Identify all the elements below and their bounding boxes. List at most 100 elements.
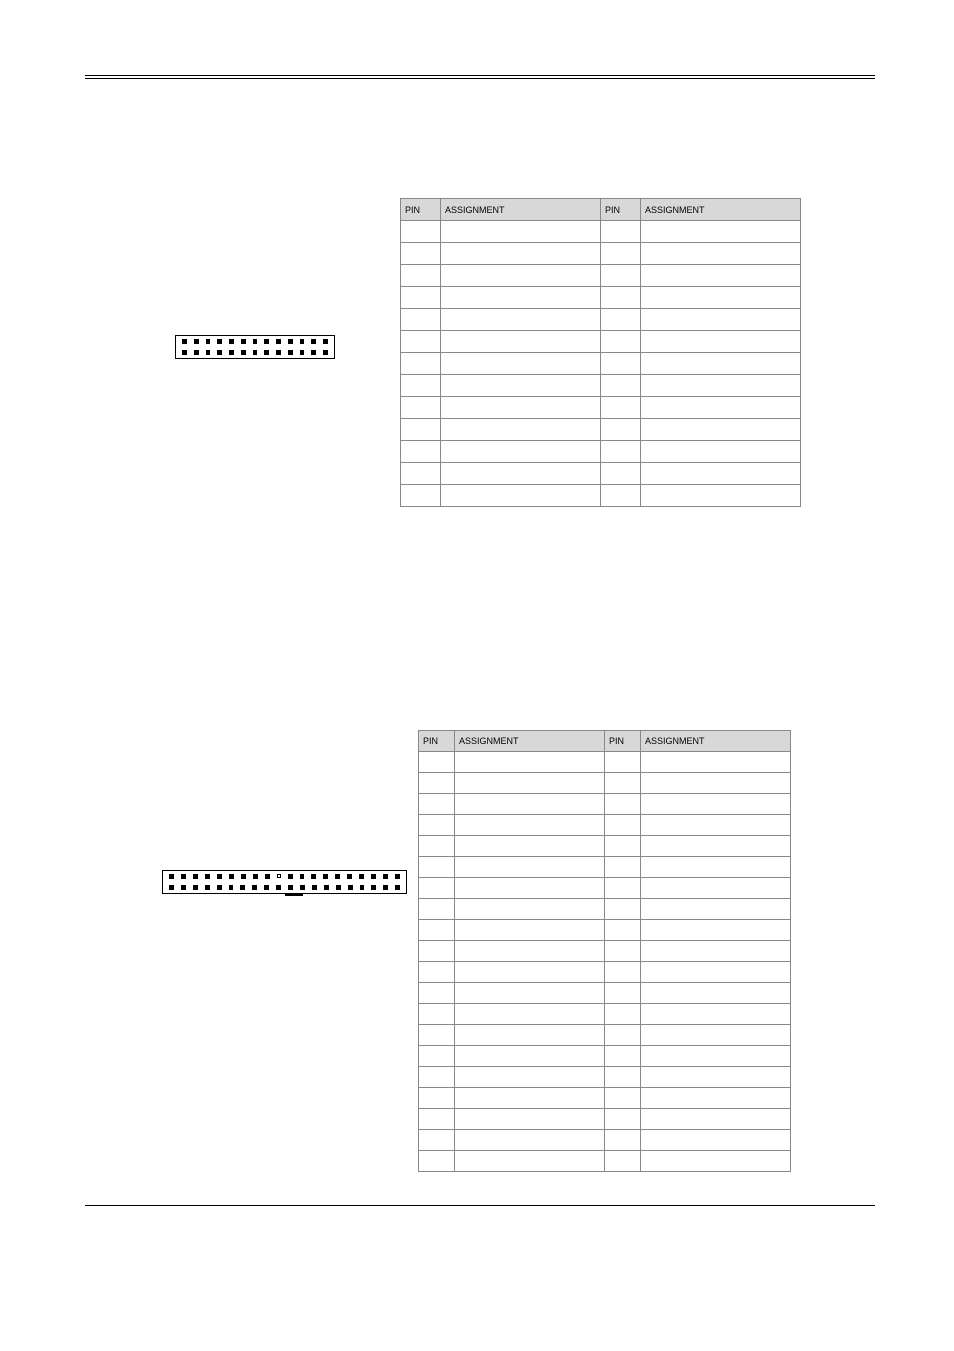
table-cell [401, 309, 441, 331]
pin [241, 350, 246, 355]
table-row [419, 899, 791, 920]
pin [300, 350, 305, 355]
table-cell [601, 309, 641, 331]
table-cell [605, 1088, 641, 1109]
pin [206, 339, 211, 344]
pin [264, 339, 269, 344]
table-cell [441, 243, 601, 265]
table-row [419, 920, 791, 941]
table-row [401, 419, 801, 441]
table-cell [601, 331, 641, 353]
table-cell [641, 485, 801, 507]
table-row [401, 375, 801, 397]
table-cell [401, 265, 441, 287]
table-cell [419, 752, 455, 773]
table-row [419, 1151, 791, 1172]
table-row [419, 1130, 791, 1151]
pin [288, 874, 293, 879]
table-cell [419, 1151, 455, 1172]
pin [229, 885, 234, 890]
table-cell [441, 463, 601, 485]
table-cell [419, 878, 455, 899]
table-cell [419, 1088, 455, 1109]
pin [323, 874, 328, 879]
table-cell [601, 243, 641, 265]
pin [241, 339, 246, 344]
pin [323, 350, 328, 355]
connector-diagram-1 [175, 335, 335, 359]
table-cell [641, 1004, 791, 1025]
table-cell [401, 331, 441, 353]
pin [347, 874, 352, 879]
pin [205, 874, 210, 879]
table-header-row: PINASSIGNMENTPINASSIGNMENT [401, 199, 801, 221]
table-cell [641, 857, 791, 878]
table-cell [401, 485, 441, 507]
table-cell [419, 941, 455, 962]
table-header-cell: PIN [401, 199, 441, 221]
pin [371, 885, 376, 890]
table-cell [601, 375, 641, 397]
table-cell [455, 962, 605, 983]
table-cell [641, 1025, 791, 1046]
connector-diagram-2 [162, 870, 407, 894]
table-row [401, 353, 801, 375]
table-row [401, 397, 801, 419]
table-cell [401, 243, 441, 265]
table-row [401, 221, 801, 243]
pin [264, 885, 269, 890]
pin [288, 350, 293, 355]
key-notch [285, 893, 303, 896]
table-row [419, 836, 791, 857]
table-cell [601, 265, 641, 287]
table-cell [401, 463, 441, 485]
table-cell [419, 1046, 455, 1067]
pin [395, 874, 400, 879]
pin [217, 885, 222, 890]
table-cell [441, 265, 601, 287]
table-cell [455, 773, 605, 794]
table-cell [605, 1067, 641, 1088]
table-cell [641, 243, 801, 265]
pin [395, 885, 400, 890]
table-row [401, 441, 801, 463]
pin [193, 885, 198, 890]
table-cell [441, 331, 601, 353]
table-cell [641, 397, 801, 419]
table-row [419, 1046, 791, 1067]
pin [169, 874, 174, 879]
pin-assignment-table-1: PINASSIGNMENTPINASSIGNMENT [400, 198, 801, 507]
table-cell [605, 815, 641, 836]
table-cell [641, 836, 791, 857]
table-cell [641, 941, 791, 962]
table-cell [419, 1004, 455, 1025]
table-row [401, 287, 801, 309]
bottom-rule [85, 1205, 875, 1206]
table-cell [401, 375, 441, 397]
pin [217, 874, 222, 879]
pin [217, 350, 222, 355]
table-cell [419, 983, 455, 1004]
pin [229, 339, 234, 344]
table-row [419, 941, 791, 962]
table-row [419, 857, 791, 878]
table-row [401, 463, 801, 485]
table-cell [419, 1025, 455, 1046]
table-cell [641, 920, 791, 941]
table-header-cell: PIN [419, 731, 455, 752]
pin [360, 885, 365, 890]
table-cell [605, 1109, 641, 1130]
pin [264, 350, 269, 355]
table-header-cell: ASSIGNMENT [641, 731, 791, 752]
pin-row [176, 336, 334, 347]
pin [312, 885, 317, 890]
pin [265, 874, 270, 879]
table-cell [401, 397, 441, 419]
table-cell [605, 773, 641, 794]
pin [253, 350, 258, 355]
table-cell [601, 397, 641, 419]
table-cell [419, 773, 455, 794]
table-cell [419, 920, 455, 941]
pin [181, 885, 186, 890]
table-cell [419, 1109, 455, 1130]
